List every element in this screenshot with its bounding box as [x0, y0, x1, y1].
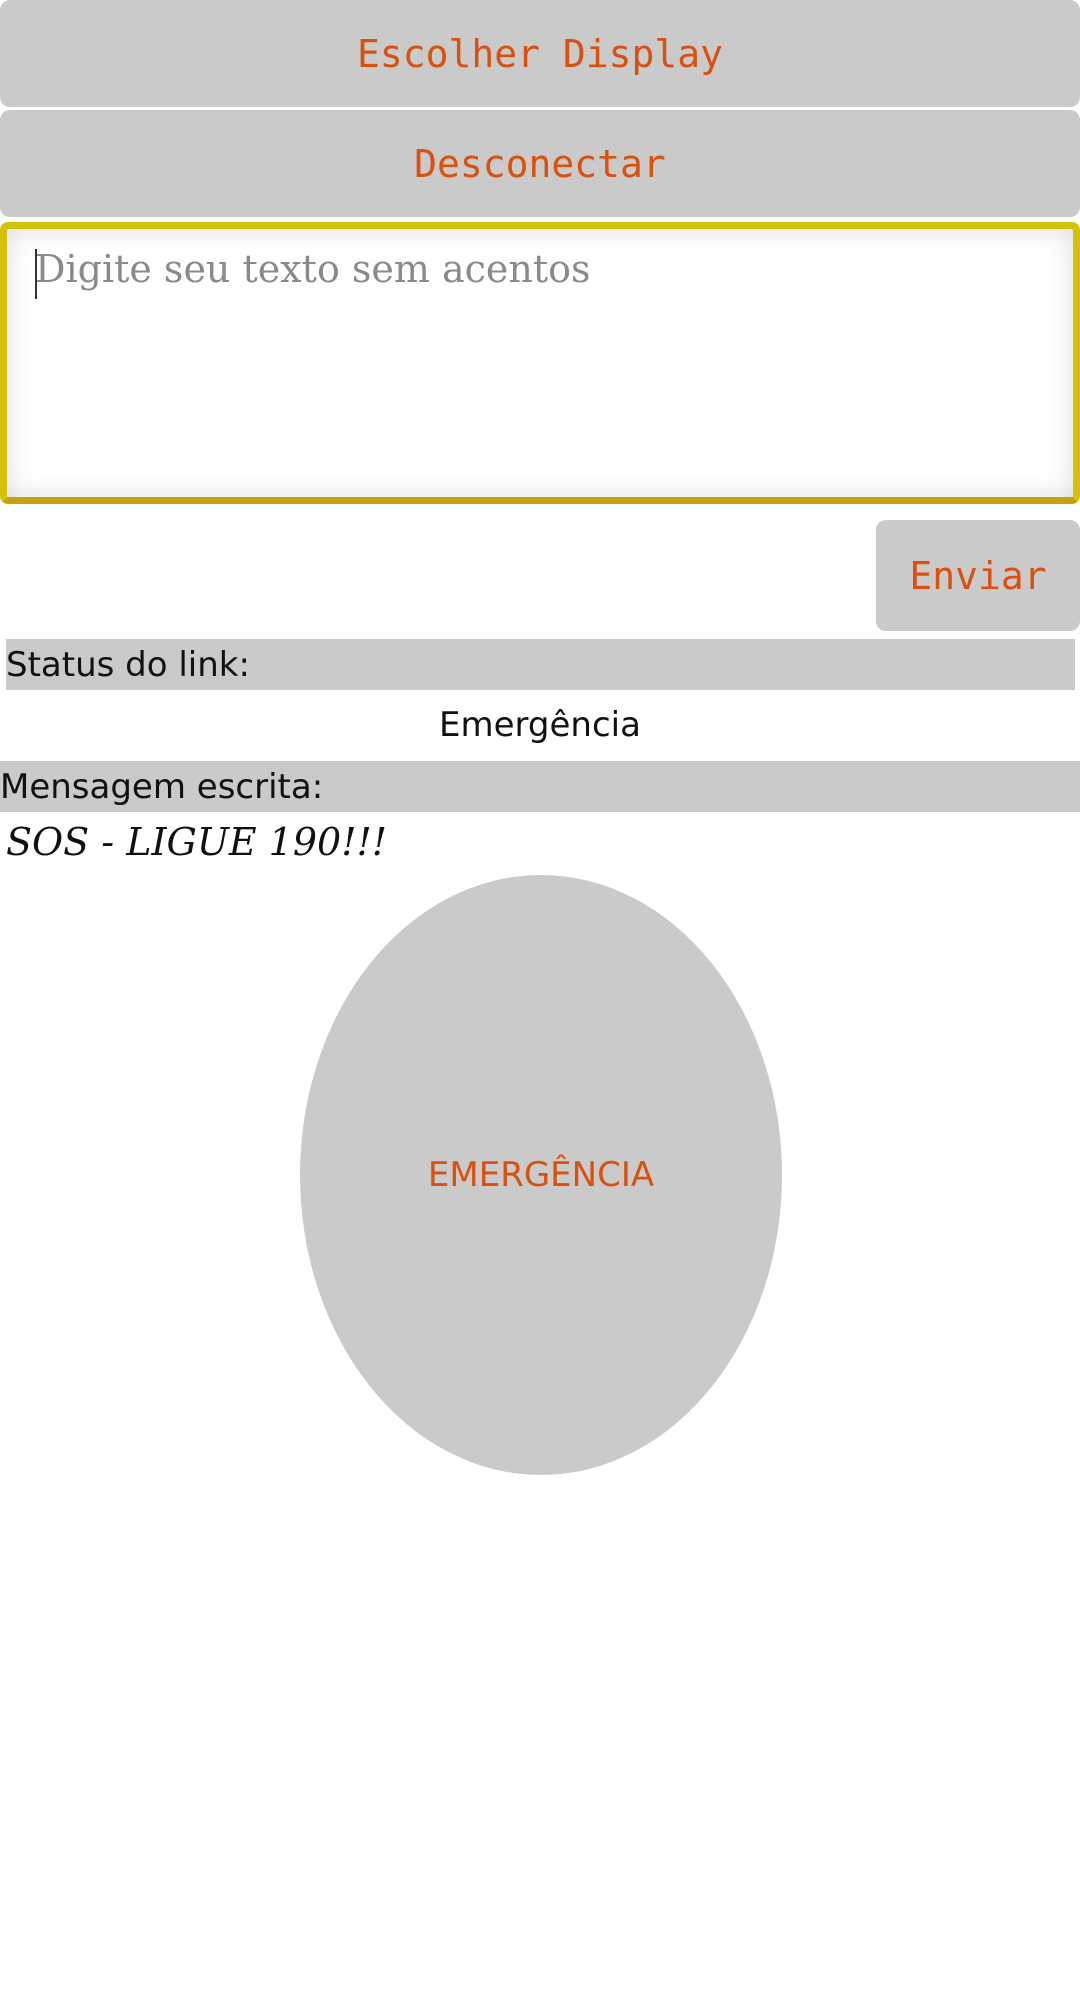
message-label: Mensagem escrita: [0, 761, 1080, 812]
message-input-container [0, 222, 1080, 504]
text-caret [35, 249, 37, 299]
status-value: Emergência [439, 705, 641, 745]
status-label: Status do link: [6, 639, 1075, 690]
choose-display-button[interactable]: Escolher Display [0, 0, 1080, 107]
disconnect-button[interactable]: Desconectar [0, 110, 1080, 217]
emergency-button[interactable]: EMERGÊNCIA [300, 875, 782, 1475]
send-button[interactable]: Enviar [876, 520, 1080, 631]
message-input[interactable] [7, 229, 1073, 497]
message-value: SOS - LIGUE 190!!! [6, 820, 388, 864]
